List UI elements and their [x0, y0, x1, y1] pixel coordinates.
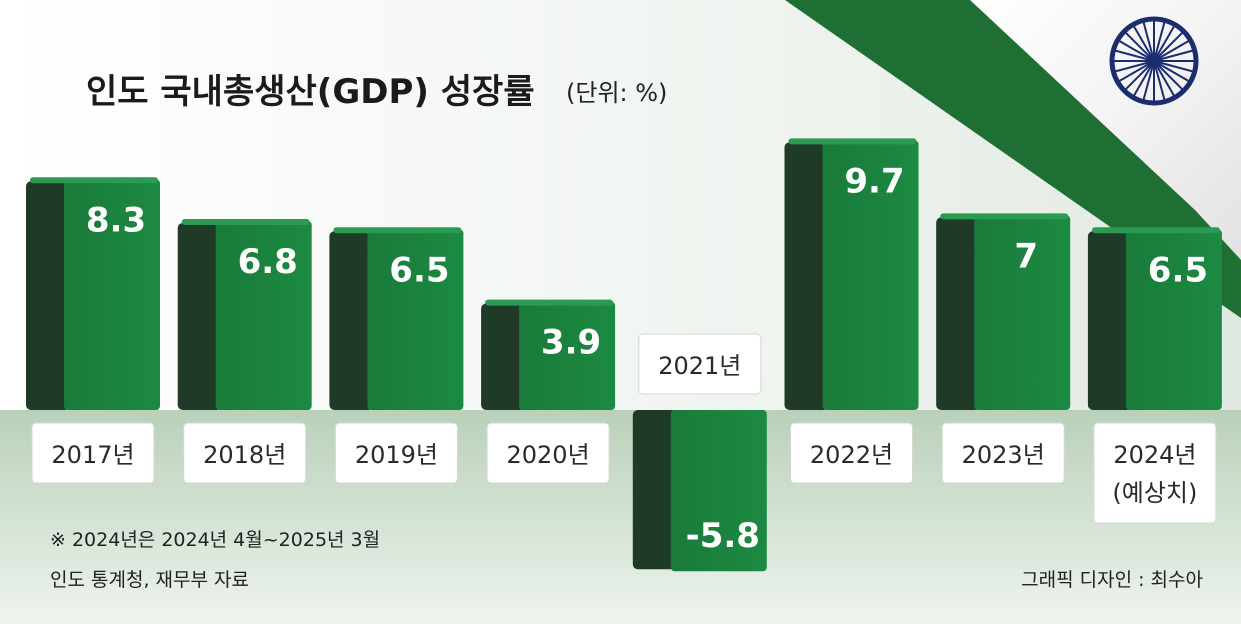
bar-2021: -5.8 [632, 410, 767, 572]
chart-title: 인도 국내총생산(GDP) 성장률 [86, 72, 535, 112]
category-text-2023: 2023년 [962, 441, 1045, 469]
bar-side-2017 [26, 181, 70, 410]
bar-front-2020 [519, 301, 616, 410]
value-label-2020: 3.9 [541, 323, 601, 363]
credit-note: 그래픽 디자인 : 최수아 [1021, 569, 1203, 591]
value-label-2018: 6.8 [238, 242, 298, 282]
bar-front-2018 [215, 220, 312, 410]
category-label-2019: 2019년 [334, 422, 458, 484]
category-text-2020: 2020년 [507, 441, 590, 469]
category-text-2019: 2019년 [355, 441, 438, 469]
value-label-2017: 8.3 [86, 200, 146, 240]
bar-front-2021 [670, 410, 767, 572]
category-label-2021: 2021년 [638, 333, 762, 395]
bar-2018: 6.8 [177, 218, 312, 410]
flag-white-stripe [970, 0, 1241, 260]
bar-side-2020 [481, 303, 526, 410]
bar-side-2024 [1087, 231, 1132, 410]
category-box-2023 [941, 422, 1065, 484]
bar-front-2022 [822, 140, 919, 410]
unit-label: (단위: %) [566, 79, 667, 107]
category-label-2018: 2018년 [183, 422, 307, 484]
category-box-2024 [1093, 422, 1217, 524]
value-label-2021: -5.8 [686, 516, 760, 556]
bar-side-2023 [936, 217, 981, 410]
bar-top-2017 [30, 177, 158, 184]
source-note: 인도 통계청, 재무부 자료 [50, 569, 249, 591]
ashoka-chakra-icon [1109, 16, 1199, 106]
bar-2017: 8.3 [26, 177, 160, 410]
bar-top-2019 [333, 227, 462, 234]
category-box-2021 [638, 333, 762, 395]
category-label-2023: 2023년 [941, 422, 1065, 484]
bar-2022: 9.7 [784, 138, 919, 410]
bar-front-2023 [974, 215, 1071, 410]
category-box-2020 [486, 422, 610, 484]
value-label-2019: 6.5 [389, 250, 449, 290]
footnote: ※ 2024년은 2024년 4월~2025년 3월 [50, 529, 380, 551]
category-text-2024: 2024년 [1113, 441, 1196, 469]
bar-top-2022 [788, 138, 917, 145]
bar-top-2023 [940, 213, 1069, 220]
category-box-2022 [790, 422, 913, 484]
bar-top-2024 [1091, 227, 1220, 234]
value-label-2022: 9.7 [844, 161, 904, 201]
value-label-2023: 7 [1014, 236, 1038, 276]
bar-top-2020 [485, 299, 614, 306]
category-label-2020: 2020년 [486, 422, 610, 484]
bar-top-2018 [181, 218, 310, 225]
bar-side-2018 [177, 222, 222, 410]
bar-2019: 6.5 [329, 227, 464, 410]
bar-front-2024 [1125, 229, 1222, 410]
category-text-2022: 2022년 [810, 441, 893, 469]
category-box-2019 [334, 422, 458, 484]
bar-side-2021 [632, 410, 677, 570]
bars-group: 8.3 2017년 6.8 2018년 6.5 2019년 3.9 2020년 -5.8 2021… [26, 138, 1222, 572]
category-label-2022: 2022년 [790, 422, 913, 484]
bar-2024: 6.5 [1087, 227, 1222, 410]
category-box-2018 [183, 422, 307, 484]
bar-side-2022 [784, 142, 829, 410]
bar-side-2019 [329, 231, 374, 410]
category-note-2024: (예상치) [1112, 479, 1197, 507]
category-box-2017 [31, 422, 155, 484]
bar-2023: 7 [936, 213, 1071, 410]
category-text-2018: 2018년 [203, 441, 286, 469]
category-label-2024: 2024년 (예상치) [1093, 422, 1217, 524]
bar-2020: 3.9 [481, 299, 616, 410]
value-label-2024: 6.5 [1148, 250, 1208, 290]
category-text-2017: 2017년 [51, 441, 134, 469]
category-label-2017: 2017년 [31, 422, 155, 484]
category-text-2021: 2021년 [658, 352, 741, 380]
bar-front-2017 [64, 179, 160, 410]
bar-front-2019 [367, 229, 464, 410]
